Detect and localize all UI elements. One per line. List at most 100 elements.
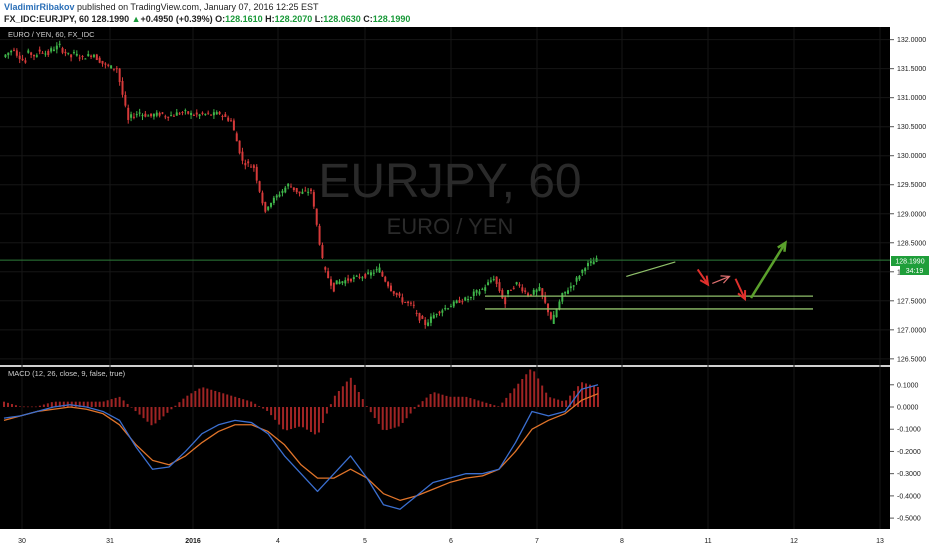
macd-histogram-bar — [286, 407, 289, 431]
macd-legend[interactable]: MACD (12, 26, close, 9, false, true) — [8, 369, 126, 378]
candle-body — [352, 277, 355, 280]
time-axis[interactable]: 30 31 2016 4 5 6 7 8 11 12 13 — [18, 538, 884, 545]
candle-body — [529, 294, 532, 296]
macd-histogram-bar — [6, 402, 9, 407]
candle-body — [487, 282, 490, 286]
candle-body — [255, 166, 258, 181]
macd-histogram-bar — [154, 407, 157, 424]
macd-histogram-bar — [254, 403, 257, 407]
candle-body — [184, 110, 187, 112]
candle-body — [215, 112, 218, 115]
macd-histogram-bar — [238, 398, 241, 407]
candle-body — [558, 301, 561, 310]
macd-histogram-bar — [345, 381, 348, 407]
candle-body — [564, 291, 567, 294]
candle-body — [324, 267, 327, 270]
last-price: 128.1990 — [91, 14, 130, 24]
author-link[interactable]: VladimirRibakov — [4, 2, 75, 12]
candle-body — [347, 278, 350, 281]
candle-body — [398, 293, 401, 296]
down-arrow — [734, 278, 746, 300]
macd-axis[interactable]: 0.1000 0.0000 -0.1000 -0.2000 -0.3000 -0.4000… — [890, 382, 921, 523]
candle-body — [455, 300, 458, 303]
macd-histogram-bar — [94, 401, 97, 407]
candle-body — [230, 120, 233, 122]
candle-body — [458, 300, 461, 303]
candle-body — [532, 289, 535, 295]
candle-body — [221, 116, 224, 118]
candle-body — [569, 286, 572, 289]
candle-body — [461, 301, 464, 303]
macd-histogram-bar — [214, 390, 217, 407]
macd-histogram-bar — [194, 390, 197, 407]
candle-body — [447, 308, 450, 310]
candle-body — [81, 56, 84, 58]
candle-body — [201, 112, 204, 115]
macd-histogram-bar — [126, 403, 129, 407]
time-axis-label: 5 — [363, 538, 367, 545]
chart-area[interactable]: EURJPY, 60 EURO / YEN EURO / YEN, 60, FX… — [0, 27, 932, 550]
candle-body — [52, 49, 55, 51]
price-legend[interactable]: EURO / YEN, 60, FX_IDC — [8, 30, 95, 39]
macd-axis-label: -0.5000 — [897, 516, 921, 523]
macd-histogram-bar — [357, 391, 360, 407]
candle-body — [567, 290, 570, 294]
candle-body — [278, 194, 281, 197]
down-arrow-head — [737, 290, 747, 302]
candle-body — [449, 306, 452, 308]
candle-body — [441, 310, 444, 313]
macd-histogram-bar — [182, 398, 185, 407]
price-scale-background — [890, 27, 932, 529]
macd-histogram-bar — [206, 388, 209, 407]
time-axis-label: 7 — [535, 538, 539, 545]
macd-histogram-bar — [242, 399, 245, 407]
macd-histogram-bar — [142, 407, 145, 419]
high-label: H: — [265, 14, 275, 24]
candle-body — [132, 116, 135, 118]
candle-body — [358, 276, 361, 278]
candle-body — [64, 51, 67, 54]
candle-body — [584, 268, 587, 272]
macd-histogram-bar — [453, 396, 456, 407]
macd-histogram-bar — [549, 397, 552, 407]
candle-body — [321, 245, 324, 258]
macd-histogram-bar — [34, 406, 37, 408]
macd-histogram-bar — [130, 407, 133, 408]
candle-body — [475, 290, 478, 293]
candle-body — [401, 297, 404, 303]
candle-body — [424, 319, 427, 326]
macd-histogram-bar — [309, 407, 312, 433]
candle-body — [527, 293, 530, 297]
low-value: 128.0630 — [323, 14, 361, 24]
candle-body — [292, 187, 295, 191]
macd-histogram-bar — [146, 407, 149, 422]
macd-histogram-bar — [78, 401, 81, 407]
macd-histogram-bar — [186, 395, 189, 407]
candle-body — [492, 279, 495, 281]
macd-histogram-bar — [266, 407, 269, 411]
high-value: 128.2070 — [274, 14, 313, 24]
macd-histogram-bar — [106, 400, 109, 407]
close-value: 128.1990 — [372, 14, 411, 24]
macd-histogram-bar — [545, 392, 548, 407]
candle-body — [261, 192, 264, 204]
candle-body — [118, 68, 121, 83]
published-text: published on TradingView.com, January 07… — [77, 2, 319, 12]
macd-histogram-bar — [170, 407, 173, 410]
macd-histogram-bar — [417, 404, 420, 407]
candle-body — [341, 281, 344, 284]
macd-histogram-bar — [301, 407, 304, 428]
candle-body — [112, 68, 115, 70]
macd-histogram-bar — [381, 407, 384, 430]
candle-body — [270, 202, 273, 207]
candle-body — [241, 151, 244, 161]
candle-body — [47, 51, 50, 55]
macd-histogram-bar — [485, 402, 488, 407]
candle-body — [98, 57, 101, 63]
macd-histogram-bar — [521, 378, 524, 407]
macd-histogram-bar — [441, 394, 444, 407]
candle-body — [15, 50, 18, 56]
candle-body — [521, 287, 524, 292]
candle-body — [329, 279, 332, 286]
macd-axis-label: -0.1000 — [897, 427, 921, 434]
